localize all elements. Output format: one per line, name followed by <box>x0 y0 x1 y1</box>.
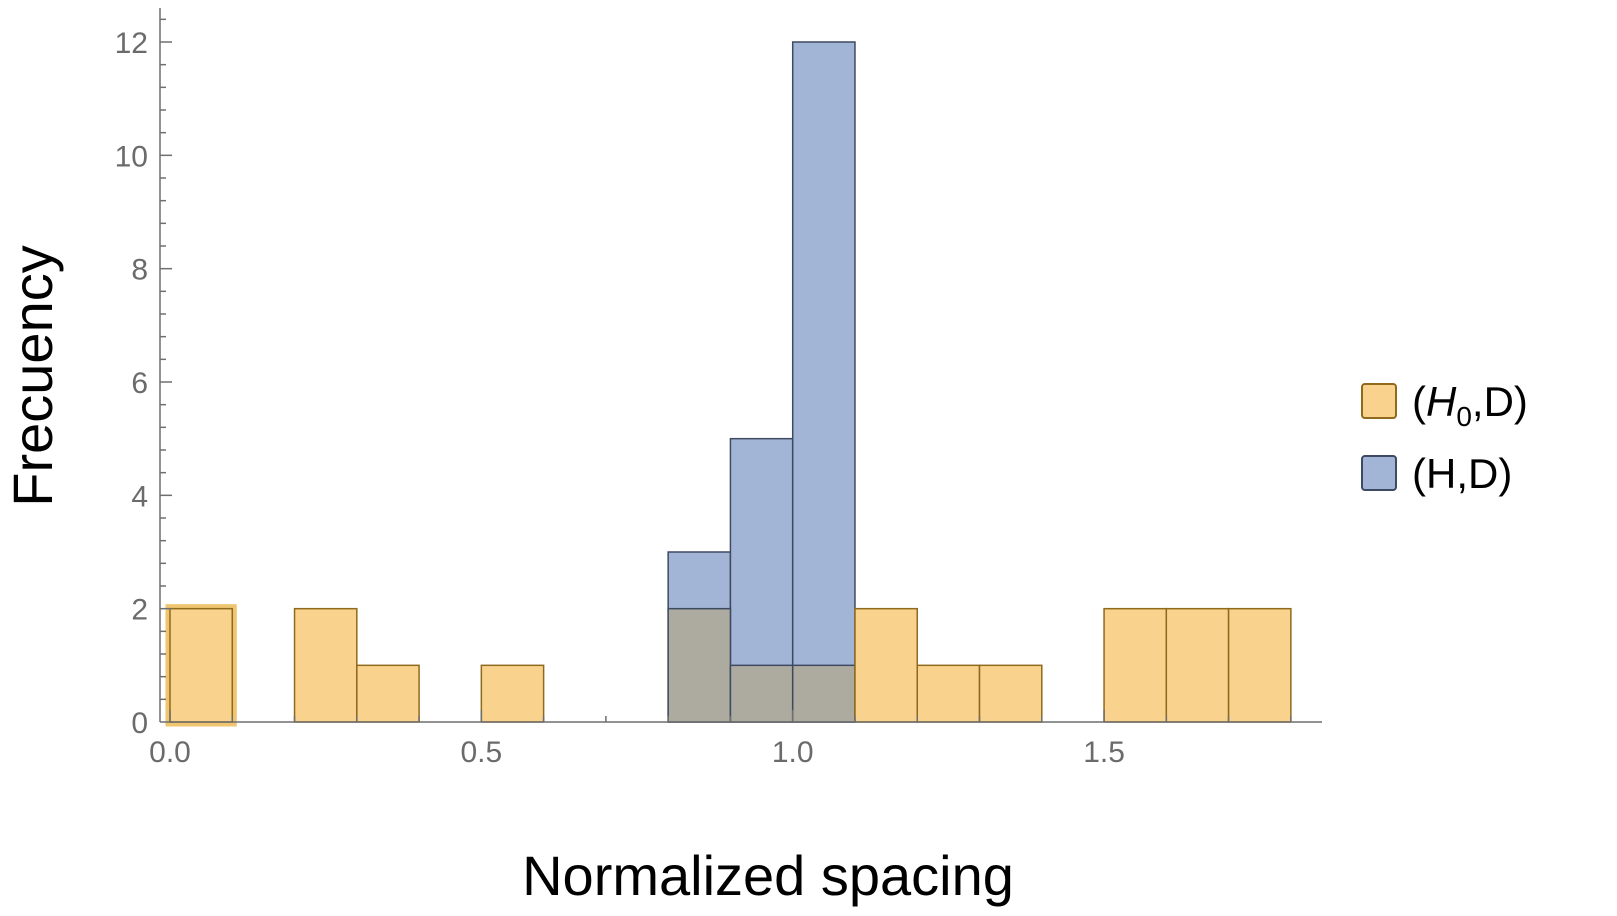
y-axis-title: Frecuency <box>1 245 64 506</box>
legend-label: (H,D) <box>1412 450 1512 497</box>
bar-series-1 <box>854 607 918 723</box>
bar-series-1 <box>480 664 545 723</box>
y-tick-label: 4 <box>131 480 148 513</box>
y-tick-label: 10 <box>115 140 148 173</box>
bar-highlight <box>165 604 237 727</box>
x-tick-label: 0.0 <box>149 736 191 769</box>
bar-series-1 <box>978 664 1043 723</box>
legend: (H0,D) (H,D) <box>1361 378 1528 497</box>
bar-series-1 <box>729 664 794 723</box>
bar-series-2 <box>791 41 856 723</box>
bar-series-1 <box>1165 607 1230 723</box>
y-tick-label: 8 <box>131 254 148 287</box>
x-tick-label: 0.5 <box>460 736 502 769</box>
legend-swatch <box>1361 383 1397 419</box>
x-tick-label: 1.0 <box>772 736 814 769</box>
axes-layer: 0.0 0.5 1.0 1.5 0 2 4 6 8 10 12 <box>115 8 1322 769</box>
bars-layer <box>165 41 1292 727</box>
bar-series-1 <box>1103 607 1168 723</box>
bar-series-1 <box>791 664 856 723</box>
y-tick-label: 6 <box>131 367 148 400</box>
bar-series-1 <box>293 607 358 723</box>
y-tick-label: 0 <box>131 707 148 740</box>
bar-series-1 <box>667 607 732 723</box>
bar-series-1 <box>169 607 234 723</box>
bar-series-1 <box>356 664 420 723</box>
y-tick-label: 2 <box>131 594 148 627</box>
bar-series-1 <box>916 664 981 723</box>
y-tick-label: 12 <box>115 27 148 60</box>
legend-label: (H0,D) <box>1412 378 1528 432</box>
x-axis-title: Normalized spacing <box>522 844 1014 907</box>
bar-series-1 <box>1227 607 1292 723</box>
x-tick-label: 1.5 <box>1083 736 1125 769</box>
legend-swatch <box>1361 455 1397 491</box>
